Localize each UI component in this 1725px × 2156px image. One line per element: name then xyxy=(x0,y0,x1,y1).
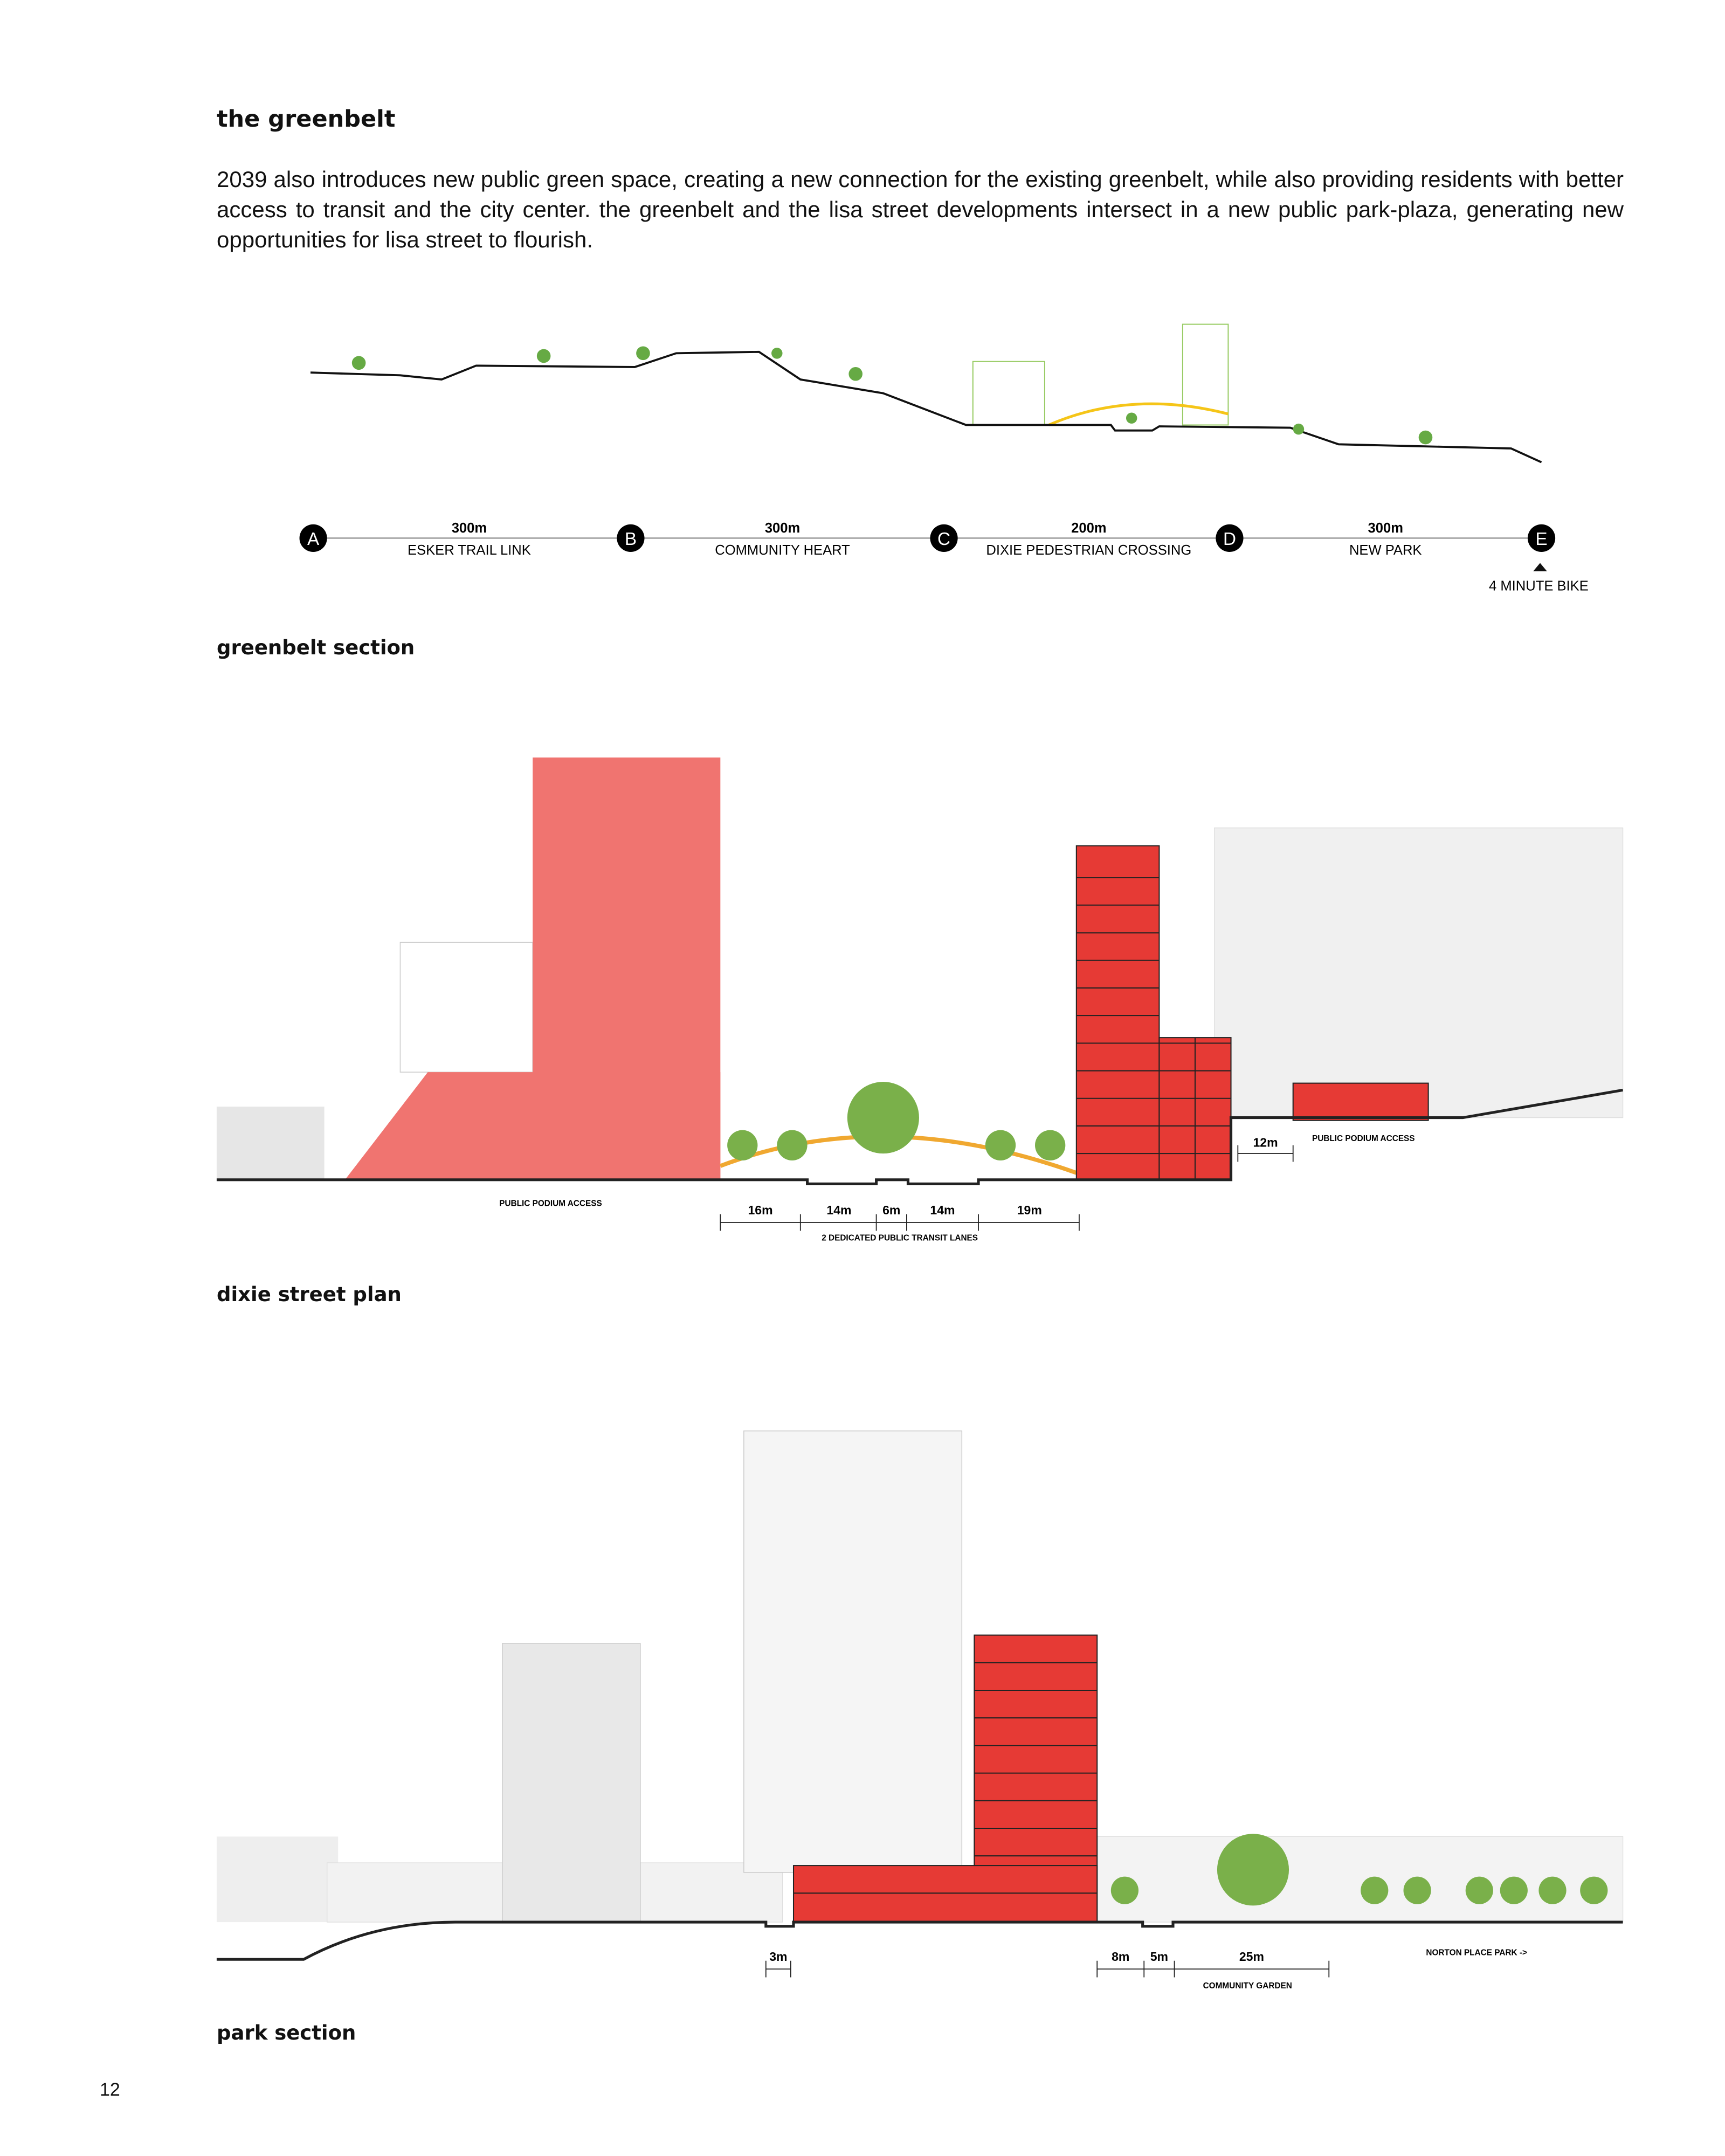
stop-marker xyxy=(1216,524,1244,552)
greenbelt-profile-part xyxy=(310,350,1542,464)
dixie-drawing-part xyxy=(1075,845,1160,1180)
page-number: 12 xyxy=(100,2079,120,2100)
segment-name: COMMUNITY HEART xyxy=(715,543,850,558)
dimension: 19m xyxy=(1017,1203,1042,1217)
park-drawing-part xyxy=(1361,1876,1389,1904)
dixie-drawing-part xyxy=(216,1107,325,1180)
dixie-drawing-part xyxy=(345,1072,721,1180)
stop-letter: C xyxy=(937,529,950,549)
podium-label: PUBLIC PODIUM ACCESS xyxy=(1312,1134,1415,1143)
dimension: 8m xyxy=(1112,1950,1129,1964)
segment-name: NEW PARK xyxy=(1349,543,1422,558)
segment-distance: 300m xyxy=(452,521,487,536)
dimension: 6m xyxy=(882,1203,900,1217)
stop-marker xyxy=(299,524,327,552)
greenbelt-profile-part xyxy=(351,356,366,370)
caption: park section xyxy=(217,2021,356,2044)
greenbelt-profile-part xyxy=(536,349,551,363)
park-drawing-part xyxy=(1096,1836,1624,1923)
dixie-drawing-part xyxy=(847,1082,919,1154)
segment-distance: 300m xyxy=(1368,521,1403,536)
park-drawing-part xyxy=(502,1643,641,1923)
stop-marker xyxy=(930,524,958,552)
stop-letter: A xyxy=(307,529,320,549)
dixie-drawing xyxy=(216,757,1624,1231)
park-drawing-part xyxy=(1538,1876,1567,1904)
dimension: 16m xyxy=(748,1203,773,1217)
park-label: NORTON PLACE PARK -> xyxy=(1426,1948,1527,1958)
dixie-drawing-part xyxy=(720,1145,1294,1231)
greenbelt-profile-part xyxy=(1048,402,1229,426)
park-drawing-part xyxy=(792,1865,1098,1923)
greenbelt-profile-part xyxy=(771,348,783,359)
park-drawing-part xyxy=(765,1960,1330,1978)
park-drawing-part xyxy=(216,1920,1623,1961)
greenbelt-profile-part xyxy=(1182,323,1229,426)
park-drawing xyxy=(216,1430,1624,1978)
park-drawing-part xyxy=(1110,1876,1138,1904)
dixie-drawing-part xyxy=(399,942,533,1073)
park-drawing-part xyxy=(743,1430,963,1873)
caption: greenbelt section xyxy=(217,636,415,659)
dixie-drawing-part xyxy=(1035,1130,1066,1160)
greenbelt-profile-part xyxy=(636,346,650,361)
greenbelt-profile-part xyxy=(1418,430,1433,445)
dimension: 25m xyxy=(1239,1950,1264,1964)
heading: the greenbelt xyxy=(217,106,396,133)
park-drawing-part xyxy=(1580,1876,1608,1904)
stop-marker xyxy=(1527,524,1556,552)
stop-marker xyxy=(617,524,645,552)
segment-distance: 200m xyxy=(1071,521,1106,536)
dimension: 14m xyxy=(930,1203,955,1217)
transit-note: 2 DEDICATED PUBLIC TRANSIT LANES xyxy=(822,1233,978,1242)
dixie-drawing-part xyxy=(1214,827,1624,1118)
stop-letter: B xyxy=(625,529,637,549)
segment-distance: 300m xyxy=(765,521,800,536)
dixie-drawing-part xyxy=(727,1130,758,1160)
route-segments: 300m ESKER TRAIL LINK 300m COMMUNITY HEART 2… xyxy=(408,521,1422,558)
park-drawing-part xyxy=(1465,1876,1493,1904)
podium-label: PUBLIC PODIUM ACCESS xyxy=(499,1199,602,1208)
intro-paragraph: 2039 also introduces new public green sp… xyxy=(217,167,1624,252)
route-line-part xyxy=(1533,563,1547,571)
dixie-drawing-part xyxy=(985,1130,1016,1160)
route-line xyxy=(313,537,1547,571)
caption: dixie street plan xyxy=(217,1283,402,1306)
park-drawing-part xyxy=(794,1662,1098,1894)
dixie-drawing-part xyxy=(1292,1082,1429,1121)
greenbelt-profile-part xyxy=(1126,412,1137,424)
dimension: 12m xyxy=(1253,1135,1278,1149)
dimension: 5m xyxy=(1150,1950,1168,1964)
dixie-drawing-part xyxy=(216,1088,1623,1186)
greenbelt-profile-part xyxy=(1293,423,1305,435)
segment-name: ESKER TRAIL LINK xyxy=(408,543,531,558)
park-drawing-part xyxy=(1217,1834,1289,1906)
stop-letter: E xyxy=(1535,529,1547,549)
park-drawing-part xyxy=(216,1836,339,1923)
park-drawing-part xyxy=(1403,1876,1431,1904)
dimension: 14m xyxy=(826,1203,851,1217)
dimensions: 3m 8m 5m 25m xyxy=(769,1950,1264,1964)
route-stops: A B C D E xyxy=(299,524,1556,552)
park-drawing-part xyxy=(1500,1876,1528,1904)
greenbelt-profile-part xyxy=(848,367,862,381)
stop-letter: D xyxy=(1223,529,1236,549)
dimensions: 16m 14m 6m 14m 19m xyxy=(748,1203,1042,1217)
dixie-drawing-part xyxy=(1076,877,1231,1180)
segment-name: DIXIE PEDESTRIAN CROSSING xyxy=(986,543,1191,558)
garden-label: COMMUNITY GARDEN xyxy=(1203,1981,1292,1991)
note: 4 MINUTE BIKE xyxy=(1489,579,1589,594)
greenbelt-profile xyxy=(310,323,1542,464)
greenbelt-profile-part xyxy=(972,361,1045,426)
dimension: 3m xyxy=(769,1950,787,1964)
dixie-drawing-part xyxy=(777,1130,808,1160)
